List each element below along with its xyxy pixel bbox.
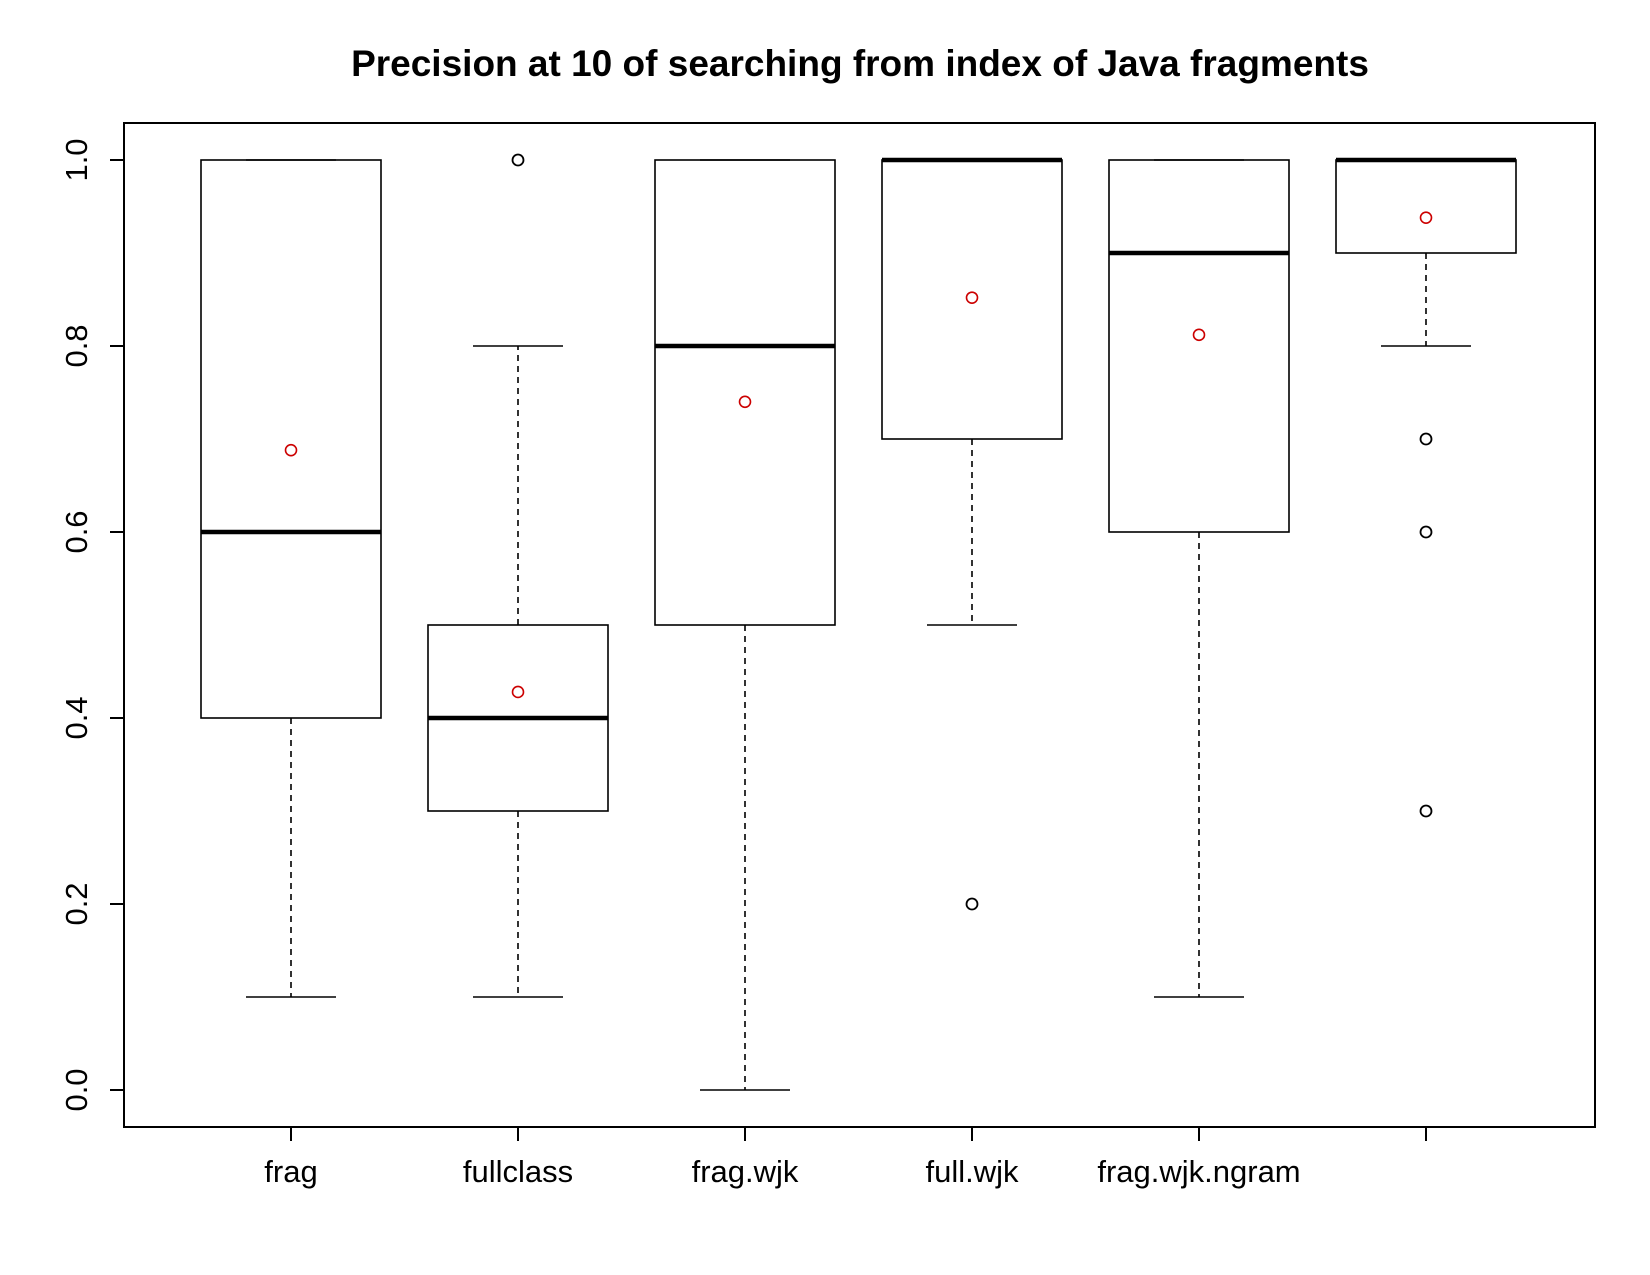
- mean-marker: [1419, 211, 1433, 224]
- x-tick-label: full.wjk: [925, 1154, 1019, 1189]
- x-tick-label: frag.wjk: [692, 1154, 799, 1189]
- y-tick-label: 1.0: [59, 138, 94, 181]
- outlier-point: [965, 897, 979, 911]
- box-group: [654, 159, 836, 1091]
- outlier-point: [1419, 525, 1433, 539]
- mean-marker: [511, 685, 525, 699]
- y-tick-label: 0.2: [59, 882, 94, 925]
- outlier-point: [1419, 804, 1433, 818]
- box-rect: [1108, 159, 1290, 533]
- outlier-point: [1419, 432, 1433, 446]
- plot-frame: [123, 122, 1596, 1128]
- x-axis: frag fullclass frag.wjk full.wjk frag.wjk.ng…: [264, 1127, 1427, 1189]
- mean-marker: [965, 291, 979, 304]
- box-rect: [654, 159, 836, 626]
- box-series: [200, 153, 1517, 1091]
- box-group: [1335, 157, 1517, 818]
- mean-marker: [1192, 328, 1206, 342]
- outlier-point: [511, 153, 525, 167]
- mean-marker: [738, 395, 752, 409]
- box-rect: [200, 159, 382, 719]
- y-tick-label: 0.8: [59, 324, 94, 367]
- box-group: [200, 159, 382, 998]
- chart-title: Precision at 10 of searching from index …: [351, 43, 1369, 84]
- y-axis: 0.0 0.2 0.4 0.6 0.8 1.0: [59, 138, 124, 1112]
- y-tick-label: 0.4: [59, 696, 94, 739]
- box-group: [427, 153, 609, 998]
- mean-marker: [284, 443, 298, 457]
- box-group: [881, 157, 1063, 911]
- x-tick-label: fullclass: [463, 1154, 573, 1189]
- y-tick-label: 0.0: [59, 1068, 94, 1111]
- box-rect: [881, 159, 1063, 440]
- box-group: [1108, 159, 1290, 998]
- x-tick-label: frag.wjk.ngram: [1097, 1154, 1300, 1189]
- y-tick-label: 0.6: [59, 510, 94, 553]
- x-tick-label: frag: [264, 1154, 317, 1189]
- box-rect: [1335, 159, 1517, 254]
